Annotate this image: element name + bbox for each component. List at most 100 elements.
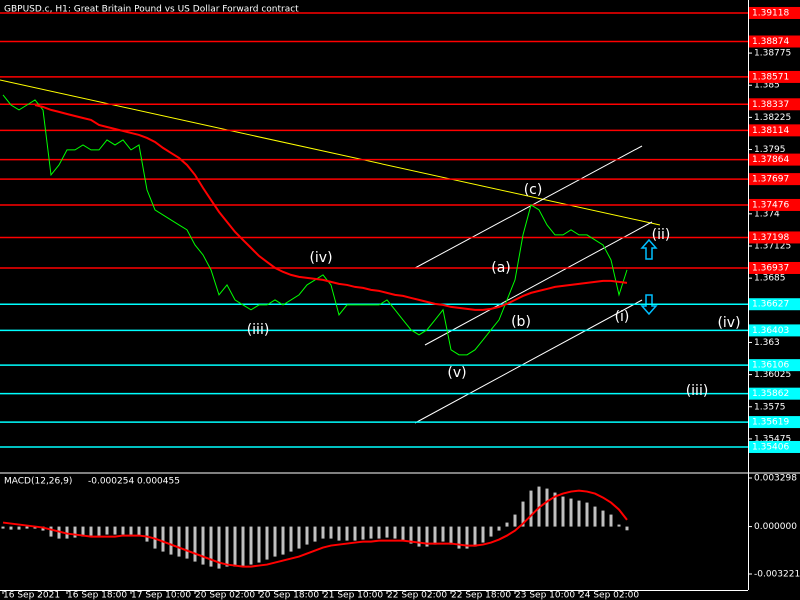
level-label: 1.39118 bbox=[752, 8, 789, 18]
histogram-bar bbox=[489, 526, 493, 537]
level-label: 1.35619 bbox=[752, 418, 789, 428]
histogram-bar bbox=[161, 526, 165, 552]
x-tick-label: 21 Sep 10:00 bbox=[323, 591, 383, 600]
histogram-bar bbox=[129, 526, 133, 535]
wave-label: (iii) bbox=[247, 322, 270, 338]
x-tick-label: 22 Sep 18:00 bbox=[451, 591, 511, 600]
histogram-bar bbox=[497, 526, 501, 531]
down-arrow bbox=[640, 294, 658, 316]
level-label: 1.38874 bbox=[752, 37, 789, 47]
histogram-bar bbox=[289, 526, 293, 552]
histogram-bar bbox=[465, 526, 469, 549]
histogram-bar bbox=[145, 526, 149, 542]
histogram-bar bbox=[193, 526, 197, 562]
level-label-box bbox=[749, 6, 800, 19]
histogram-bar bbox=[393, 526, 397, 539]
histogram-bar bbox=[297, 526, 301, 549]
x-tick-label: 24 Sep 02:00 bbox=[579, 591, 639, 600]
histogram-bar bbox=[513, 514, 517, 527]
channel-line bbox=[424, 221, 653, 346]
histogram-bar bbox=[577, 500, 581, 527]
histogram-bar bbox=[177, 526, 181, 557]
histogram-bar bbox=[377, 526, 381, 539]
histogram-bar bbox=[185, 526, 189, 559]
level-label: 1.35406 bbox=[752, 442, 789, 452]
wave-label: (b) bbox=[511, 314, 531, 330]
histogram-bar bbox=[17, 526, 21, 530]
histogram-bar bbox=[257, 526, 261, 563]
histogram-bar bbox=[313, 526, 317, 542]
level-label-box bbox=[749, 359, 800, 372]
histogram-bar bbox=[225, 526, 229, 567]
histogram-bar bbox=[265, 526, 269, 560]
level-label-box bbox=[749, 173, 800, 186]
histogram-bar bbox=[89, 526, 93, 536]
histogram-bar bbox=[473, 526, 477, 547]
wave-label: (v) bbox=[447, 365, 466, 381]
histogram-bar bbox=[121, 526, 125, 535]
histogram-bar bbox=[201, 526, 205, 565]
histogram-bar bbox=[329, 526, 333, 539]
y-tick-label: 1.385 bbox=[754, 81, 780, 91]
histogram-bar bbox=[137, 526, 141, 536]
histogram-bar bbox=[545, 488, 549, 527]
wave-label: (iv) bbox=[309, 250, 332, 266]
histogram-bar bbox=[609, 514, 613, 527]
histogram-bar bbox=[9, 526, 13, 530]
histogram-bar bbox=[585, 502, 589, 527]
histogram-bar bbox=[209, 526, 213, 567]
wave-label: (i) bbox=[615, 309, 630, 325]
histogram-bar bbox=[273, 526, 277, 557]
y-tick-label: 0.003298 bbox=[754, 474, 797, 484]
histogram-bar bbox=[305, 526, 309, 545]
level-label: 1.38571 bbox=[752, 72, 789, 82]
histogram-bar bbox=[553, 492, 557, 527]
level-label: 1.36627 bbox=[752, 300, 789, 310]
histogram-bar bbox=[561, 496, 565, 527]
y-tick-label: 1.3685 bbox=[754, 274, 786, 284]
level-label: 1.38114 bbox=[752, 126, 789, 136]
histogram-bar bbox=[521, 501, 525, 527]
histogram-bar bbox=[361, 526, 365, 540]
series-line bbox=[2, 489, 628, 568]
histogram-bar bbox=[417, 526, 421, 547]
histogram-bar bbox=[425, 526, 429, 547]
histogram-bar bbox=[169, 526, 173, 555]
level-label-box bbox=[749, 124, 800, 137]
y-tick-label: 0.000000 bbox=[754, 522, 797, 532]
histogram-bar bbox=[337, 526, 341, 541]
level-label: 1.36937 bbox=[752, 263, 789, 273]
histogram-bar bbox=[601, 510, 605, 527]
up-arrow bbox=[640, 238, 658, 260]
histogram-bar bbox=[441, 526, 445, 542]
x-tick-label: 16 Sep 18:00 bbox=[67, 591, 127, 600]
level-label: 1.38337 bbox=[752, 100, 789, 110]
y-tick-label: -0.003221 bbox=[754, 570, 800, 580]
histogram-bar bbox=[457, 526, 461, 549]
wave-label: (a) bbox=[491, 260, 511, 276]
level-label: 1.37198 bbox=[752, 233, 789, 243]
histogram-bar bbox=[529, 490, 533, 527]
x-tick-label: 20 Sep 02:00 bbox=[195, 591, 255, 600]
histogram-bar bbox=[1, 526, 5, 529]
level-label-box bbox=[749, 153, 800, 166]
level-label-box bbox=[749, 298, 800, 311]
histogram-bar bbox=[81, 526, 85, 537]
histogram-bar bbox=[281, 526, 285, 555]
histogram-bar bbox=[73, 526, 77, 538]
histogram-bar bbox=[233, 526, 237, 567]
histogram-bar bbox=[481, 526, 485, 543]
level-label-box bbox=[749, 231, 800, 244]
series-line bbox=[2, 94, 628, 356]
histogram-bar bbox=[369, 526, 373, 539]
indicator-value: 0.000455 bbox=[137, 477, 180, 487]
y-tick-label: 1.35475 bbox=[754, 434, 791, 444]
histogram-bar bbox=[385, 526, 389, 538]
y-tick-label: 1.3795 bbox=[754, 145, 786, 155]
histogram-bar bbox=[97, 526, 101, 536]
histogram-bar bbox=[433, 526, 437, 545]
x-tick-label: 16 Sep 2021 bbox=[3, 591, 60, 600]
wave-label: (iv) bbox=[717, 315, 740, 331]
